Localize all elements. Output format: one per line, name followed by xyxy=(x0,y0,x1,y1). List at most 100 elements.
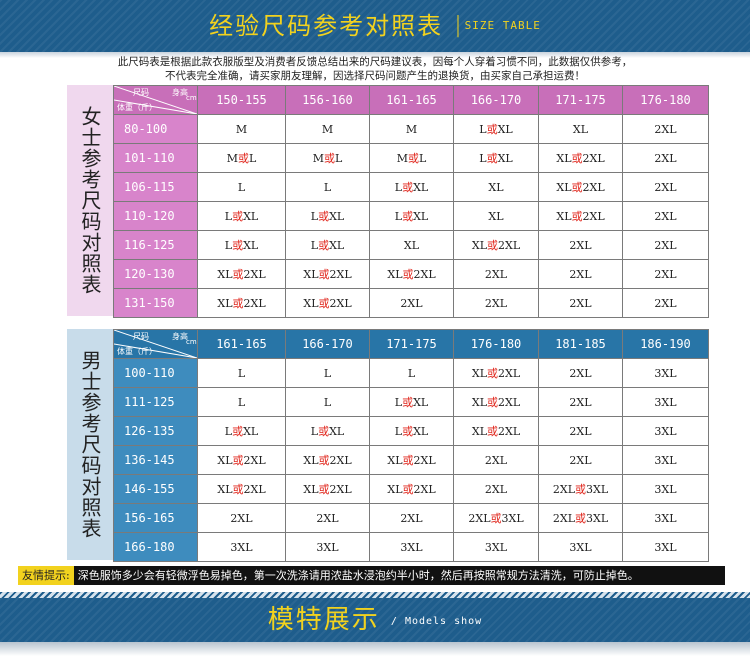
page-title: 经验尺码参考对照表 xyxy=(209,12,444,40)
men-size-block: 男士参考尺码对照表 尺码 身高 cm 体重（斤） 161-165 166-170… xyxy=(67,329,725,562)
women-size-cell: 2XL xyxy=(538,288,623,318)
men-weight-cell: 166-180 xyxy=(113,532,198,562)
women-size-cell: 2XL xyxy=(538,259,623,289)
women-size-cell: 2XL xyxy=(622,288,709,318)
women-weight-cell: 106-115 xyxy=(113,172,198,202)
men-size-cell: 2XL或3XL xyxy=(538,474,623,504)
men-size-cell: L xyxy=(197,358,286,388)
men-side-label: 男士参考尺码对照表 xyxy=(67,329,113,560)
corner-size-label: 尺码 xyxy=(133,332,149,341)
men-size-cell: XL或2XL xyxy=(285,445,370,475)
men-height-header: 181-185 xyxy=(538,329,623,359)
women-weight-cell: 131-150 xyxy=(113,288,198,318)
men-size-cell: 2XL xyxy=(285,503,370,533)
men-height-header: 166-170 xyxy=(285,329,370,359)
women-table-row: 120-130 XL或2XL XL或2XL XL或2XL 2XL 2XL 2XL xyxy=(113,259,709,289)
men-table-row: 156-165 2XL 2XL 2XL 2XL或3XL 2XL或3XL 3XL xyxy=(113,503,709,533)
women-size-cell: 2XL xyxy=(538,230,623,260)
men-size-cell: XL或2XL xyxy=(453,416,539,446)
men-weight-cell: 111-125 xyxy=(113,387,198,417)
men-rows: 100-110 L L L XL或2XL 2XL 3XL 111-125 L L L或XL XL或2X… xyxy=(113,358,709,562)
men-size-cell: 2XL或3XL xyxy=(453,503,539,533)
corner-cm-label: cm xyxy=(186,338,197,346)
men-weight-cell: 126-135 xyxy=(113,416,198,446)
men-table-row: 111-125 L L L或XL XL或2XL 2XL 3XL xyxy=(113,387,709,417)
women-size-cell: 2XL xyxy=(453,288,539,318)
men-size-cell: 3XL xyxy=(197,532,286,562)
men-size-cell: L或XL xyxy=(369,416,454,446)
women-size-cell: M或L xyxy=(197,143,286,173)
men-height-header: 161-165 xyxy=(197,329,286,359)
women-side-label: 女士参考尺码对照表 xyxy=(67,85,113,316)
intro-text: 此尺码表是根据此款衣服版型及消费者反馈总结出来的尺码建议表，因每个人穿着习惯不同… xyxy=(40,55,710,83)
men-size-cell: L或XL xyxy=(285,416,370,446)
men-weight-cell: 100-110 xyxy=(113,358,198,388)
women-height-header: 156-160 xyxy=(285,85,370,115)
women-size-cell: XL xyxy=(453,172,539,202)
corner-diagonal-lines xyxy=(114,86,197,114)
women-weight-cell: 101-110 xyxy=(113,143,198,173)
men-size-cell: 3XL xyxy=(369,532,454,562)
section-divider xyxy=(0,592,750,598)
women-table-row: 101-110 M或L M或L M或L L或XL XL或2XL 2XL xyxy=(113,143,709,173)
corner-height-label: 身高 xyxy=(172,332,188,341)
women-size-cell: 2XL xyxy=(453,259,539,289)
women-weight-cell: 116-125 xyxy=(113,230,198,260)
women-size-cell: M xyxy=(369,114,454,144)
men-weight-cell: 146-155 xyxy=(113,474,198,504)
men-size-cell: XL或2XL xyxy=(285,474,370,504)
women-size-cell: L xyxy=(285,172,370,202)
women-size-cell: 2XL xyxy=(622,114,709,144)
men-size-cell: 2XL xyxy=(453,445,539,475)
women-size-cell: XL或2XL xyxy=(453,230,539,260)
header-banner: 经验尺码参考对照表 | SIZE TABLE xyxy=(0,0,750,52)
women-weight-cell: 110-120 xyxy=(113,201,198,231)
women-size-cell: XL或2XL xyxy=(538,201,623,231)
women-size-cell: L或XL xyxy=(285,230,370,260)
women-size-cell: XL或2XL xyxy=(538,143,623,173)
men-size-cell: L或XL xyxy=(369,387,454,417)
women-table-row: 116-125 L或XL L或XL XL XL或2XL 2XL 2XL xyxy=(113,230,709,260)
women-size-cell: XL xyxy=(453,201,539,231)
women-size-cell: XL或2XL xyxy=(285,288,370,318)
women-size-cell: L或XL xyxy=(197,201,286,231)
men-side-label-text: 男士参考尺码对照表 xyxy=(78,350,102,539)
men-size-cell: 3XL xyxy=(622,416,709,446)
corner-cm-label: cm xyxy=(186,94,197,102)
women-size-cell: L或XL xyxy=(369,201,454,231)
men-size-cell: L xyxy=(197,387,286,417)
women-table-row: 106-115 L L L或XL XL XL或2XL 2XL xyxy=(113,172,709,202)
men-size-cell: XL或2XL xyxy=(197,445,286,475)
men-size-cell: 2XL xyxy=(453,474,539,504)
men-size-cell: 3XL xyxy=(622,445,709,475)
men-size-cell: XL或2XL xyxy=(369,445,454,475)
corner-size-label: 尺码 xyxy=(133,88,149,97)
women-weight-cell: 120-130 xyxy=(113,259,198,289)
women-height-header: 150-155 xyxy=(197,85,286,115)
models-title: 模特展示 xyxy=(267,605,380,635)
corner-height-label: 身高 xyxy=(172,88,188,97)
women-size-cell: XL或2XL xyxy=(285,259,370,289)
models-subtitle: / Models show xyxy=(390,616,483,627)
models-banner: 模特展示 / Models show xyxy=(0,598,750,642)
women-table-row: 131-150 XL或2XL XL或2XL 2XL 2XL 2XL 2XL xyxy=(113,288,709,318)
women-size-block: 女士参考尺码对照表 尺码 身高 cm 体重（斤） 150-155 156-160… xyxy=(67,85,725,318)
men-size-cell: L xyxy=(285,387,370,417)
men-size-cell: 2XL xyxy=(369,503,454,533)
women-size-cell: XL或2XL xyxy=(369,259,454,289)
women-size-cell: 2XL xyxy=(622,259,709,289)
men-size-cell: 2XL xyxy=(538,387,623,417)
women-size-cell: XL或2XL xyxy=(538,172,623,202)
men-size-cell: XL或2XL xyxy=(453,358,539,388)
women-corner-cell: 尺码 身高 cm 体重（斤） xyxy=(113,85,198,115)
men-corner-cell: 尺码 身高 cm 体重（斤） xyxy=(113,329,198,359)
women-size-cell: 2XL xyxy=(622,143,709,173)
women-height-header: 161-165 xyxy=(369,85,454,115)
men-size-cell: 3XL xyxy=(622,358,709,388)
women-size-table: 尺码 身高 cm 体重（斤） 150-155 156-160 161-165 1… xyxy=(113,85,709,318)
women-table-row: 80-100 M M M L或XL XL 2XL xyxy=(113,114,709,144)
women-size-cell: M xyxy=(285,114,370,144)
men-table-row: 136-145 XL或2XL XL或2XL XL或2XL 2XL 2XL 3XL xyxy=(113,445,709,475)
women-size-cell: L或XL xyxy=(369,172,454,202)
men-size-cell: 3XL xyxy=(622,387,709,417)
